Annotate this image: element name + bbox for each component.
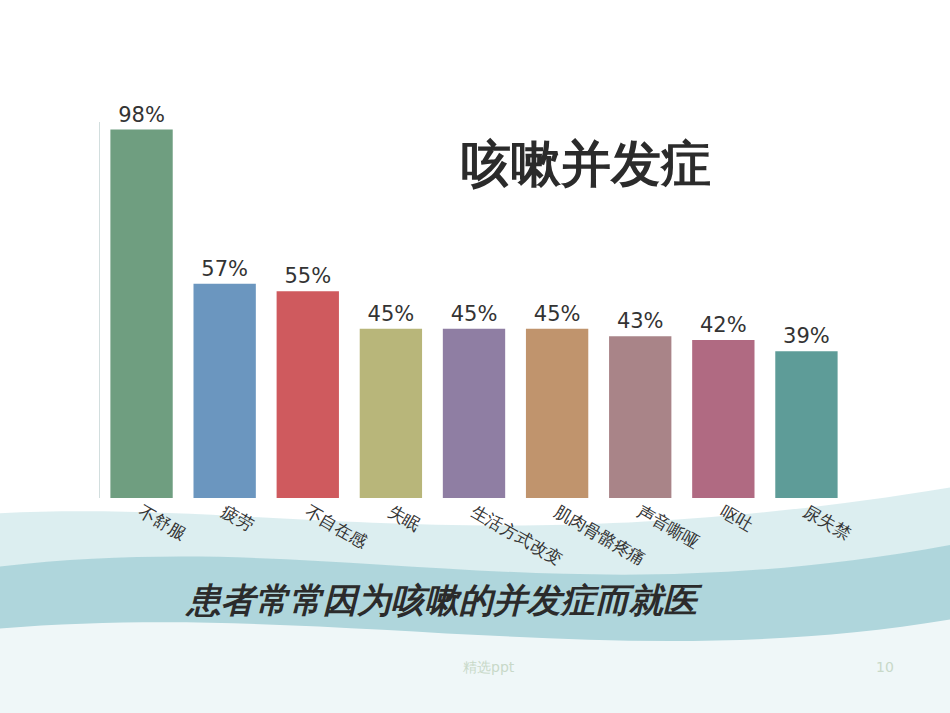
svg-text:失眠: 失眠 bbox=[385, 501, 424, 535]
svg-text:10: 10 bbox=[876, 659, 894, 675]
svg-text:患者常常因为咳嗽的并发症而就医: 患者常常因为咳嗽的并发症而就医 bbox=[185, 580, 703, 620]
svg-text:声音嘶哑: 声音嘶哑 bbox=[634, 501, 703, 552]
svg-text:尿失禁: 尿失禁 bbox=[800, 501, 854, 544]
svg-text:45%: 45% bbox=[534, 302, 581, 326]
svg-text:咳嗽并发症: 咳嗽并发症 bbox=[461, 135, 711, 193]
svg-text:43%: 43% bbox=[617, 309, 664, 333]
svg-text:55%: 55% bbox=[284, 264, 331, 288]
svg-text:不自在感: 不自在感 bbox=[302, 501, 371, 552]
svg-text:呕吐: 呕吐 bbox=[717, 501, 756, 535]
svg-text:肌肉骨骼疼痛: 肌肉骨骼疼痛 bbox=[551, 501, 649, 569]
svg-text:生活方式改变: 生活方式改变 bbox=[468, 501, 566, 569]
svg-text:45%: 45% bbox=[451, 302, 498, 326]
svg-text:精选ppt: 精选ppt bbox=[463, 659, 515, 675]
svg-text:39%: 39% bbox=[783, 324, 830, 348]
svg-text:45%: 45% bbox=[368, 302, 415, 326]
svg-text:57%: 57% bbox=[201, 257, 248, 281]
svg-text:98%: 98% bbox=[118, 103, 165, 127]
svg-text:42%: 42% bbox=[700, 313, 747, 337]
svg-text:不舒服: 不舒服 bbox=[135, 501, 189, 544]
svg-text:疲劳: 疲劳 bbox=[218, 501, 257, 535]
